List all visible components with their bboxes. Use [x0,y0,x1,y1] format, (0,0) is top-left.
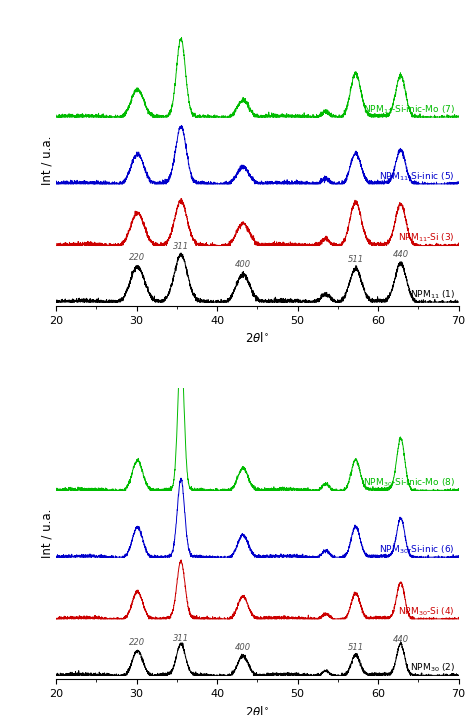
Text: 311: 311 [173,242,189,252]
Text: NPM$_{11}$-Si (3): NPM$_{11}$-Si (3) [398,232,454,245]
Text: NPM$_{11}$-Si-inic (5): NPM$_{11}$-Si-inic (5) [379,170,454,182]
Text: NPM$_{30}$-Si-inic-Mo (8): NPM$_{30}$-Si-inic-Mo (8) [363,477,454,489]
Text: 511: 511 [348,255,364,265]
Text: NPM$_{11}$ (1): NPM$_{11}$ (1) [410,288,454,301]
Text: 220: 220 [129,252,146,262]
Text: NPM$_{30}$-Si-inic (6): NPM$_{30}$-Si-inic (6) [379,543,454,556]
X-axis label: 2$\theta$l$^{\circ}$: 2$\theta$l$^{\circ}$ [246,704,269,715]
Text: 400: 400 [235,643,251,651]
Text: 400: 400 [235,260,251,270]
Text: NPM$_{30}$ (2): NPM$_{30}$ (2) [410,661,454,674]
Text: NPM$_{11}$-Si-inic-Mo (7): NPM$_{11}$-Si-inic-Mo (7) [363,103,454,116]
Text: 220: 220 [129,638,146,646]
Text: 511: 511 [348,644,364,652]
Y-axis label: Int / u.a.: Int / u.a. [40,135,53,184]
Text: 440: 440 [393,250,409,259]
Text: NPM$_{30}$-Si (4): NPM$_{30}$-Si (4) [398,605,454,618]
X-axis label: 2$\theta$l$^{\circ}$: 2$\theta$l$^{\circ}$ [246,331,269,345]
Text: 311: 311 [173,633,189,643]
Y-axis label: Int / u.a.: Int / u.a. [40,509,53,558]
Text: 440: 440 [393,635,409,644]
